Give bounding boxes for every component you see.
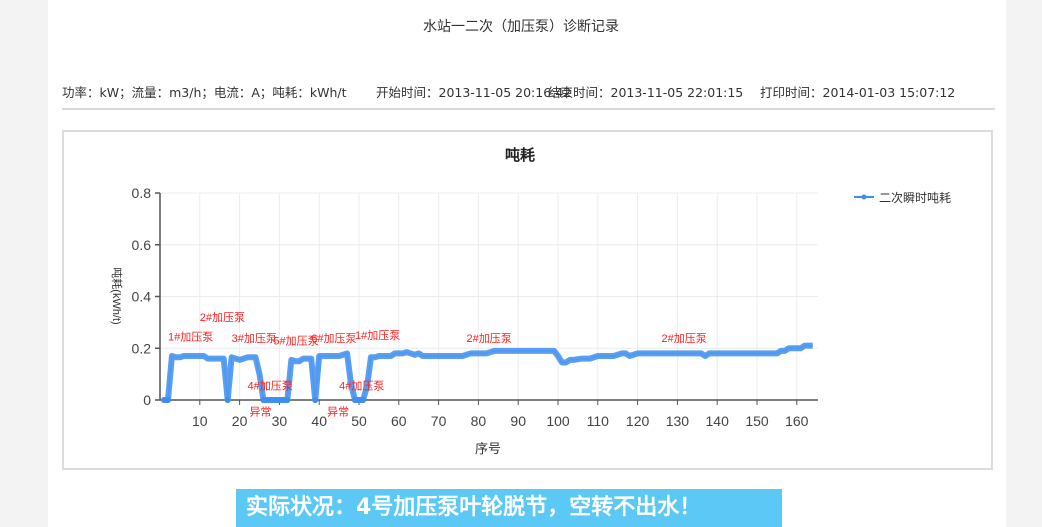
annotation-label: 2#加压泵 [466,332,511,345]
annotation-label: 异常 [250,406,272,419]
y-tick-label: 0.2 [132,340,152,356]
y-tick-label: 0.6 [132,237,152,253]
x-tick-label: 140 [706,413,730,429]
x-tick-label: 50 [351,413,367,429]
annotation-label: 5#加压泵 [273,334,318,347]
conclusion-banner: 实际状况：4号加压泵叶轮脱节，空转不出水！ [236,489,782,527]
legend-label: 二次瞬时吨耗 [879,191,951,205]
x-tick-label: 40 [311,413,327,429]
annotation-label: 3#加压泵 [232,332,277,345]
x-tick-label: 100 [546,413,570,429]
annotation-label: 2#加压泵 [661,332,706,345]
x-tick-label: 160 [785,413,809,429]
units-legend: 功率：kW；流量：m3/h；电流：A；吨耗：kWh/t [62,85,347,100]
data-point [359,397,366,403]
x-tick-label: 130 [666,413,690,429]
annotation-label: 4#加压泵 [339,380,384,393]
x-tick-label: 80 [471,413,487,429]
x-tick-label: 30 [272,413,288,429]
annotation-label: 1#加压泵 [355,329,400,342]
y-tick-label: 0.4 [132,289,152,305]
data-point [164,397,171,403]
report-title: 水站一二次（加压泵）诊断记录 [423,19,619,35]
annotation-label: 异常 [327,406,349,419]
annotation-label: 4#加压泵 [248,380,293,393]
x-axis-label: 序号 [475,441,501,456]
end-time: 结束时间：2013-11-05 22:01:15 [548,85,744,100]
y-tick-label: 0.8 [132,185,152,201]
x-tick-label: 150 [745,413,769,429]
y-axis-label: 吨耗(kWh/t) [110,267,123,324]
data-point [312,397,319,403]
x-tick-label: 70 [431,413,447,429]
print-time: 打印时间：2014-01-03 15:07:12 [760,85,956,100]
x-tick-label: 90 [510,413,526,429]
data-point [224,397,231,403]
x-tick-label: 110 [587,413,610,429]
annotation-label: 1#加压泵 [168,330,213,343]
legend-marker-icon [861,194,867,200]
x-tick-label: 120 [626,413,650,429]
chart-panel [62,130,993,470]
data-point [284,397,291,403]
y-tick-label: 0 [143,392,151,408]
x-tick-label: 20 [232,413,248,429]
x-tick-label: 10 [192,413,208,429]
annotation-label: 6#加压泵 [311,332,356,345]
annotation-label: 2#加压泵 [200,311,245,324]
x-tick-label: 60 [391,413,407,429]
header-divider [62,108,995,110]
chart-title: 吨耗 [505,146,535,164]
series-line [163,342,813,403]
start-time: 开始时间：2013-11-05 20:16:42 [376,85,572,100]
